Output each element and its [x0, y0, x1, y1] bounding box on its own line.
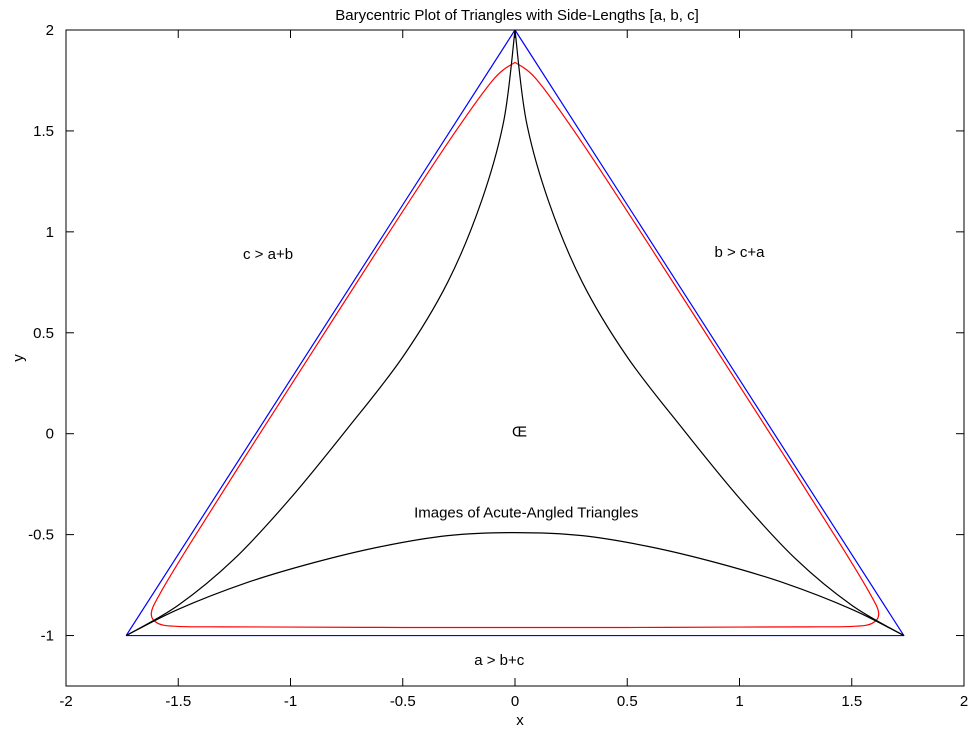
x-tick-label: 2 [960, 693, 968, 710]
annotation-label: Œ [512, 424, 527, 441]
red-boundary-series [150, 61, 880, 629]
right-cusp-curve-series [514, 29, 905, 637]
annotation-label: c > a+b [243, 246, 293, 263]
plot-content: -2 -1.5 -1 -0.5 0 0.5 1 1.5 2 -1 -0.5 0 0.5 1 1.5 2 c > … [28, 22, 968, 710]
y-tick-label: 2 [46, 22, 54, 39]
chart-title: Barycentric Plot of Triangles with Side-… [335, 7, 699, 24]
x-tick-label: -1.5 [165, 693, 191, 710]
x-axis-label: x [516, 712, 524, 729]
x-tick-label: -0.5 [390, 693, 416, 710]
x-tick-label: -2 [59, 693, 72, 710]
x-tick-label: 1 [735, 693, 743, 710]
y-axis-label: y [10, 354, 27, 362]
x-tick-label: 0 [511, 693, 519, 710]
left-cusp-curve-series [125, 29, 516, 637]
y-tick-label: -1 [41, 628, 54, 645]
x-tick-label: 1.5 [841, 693, 862, 710]
y-tick-label: 1.5 [33, 123, 54, 140]
y-tick-label: 1 [46, 224, 54, 241]
annotation-label: Images of Acute-Angled Triangles [414, 504, 638, 521]
triangle-outline-series [125, 29, 905, 637]
annotation-label: b > c+a [714, 244, 765, 261]
y-tick-label: -0.5 [28, 527, 54, 544]
annotation-label: a > b+c [474, 652, 525, 669]
x-tick-label: -1 [284, 693, 297, 710]
x-tick-label: 0.5 [617, 693, 638, 710]
bottom-arc-series [125, 531, 905, 637]
y-tick-label: 0.5 [33, 325, 54, 342]
y-tick-label: 0 [46, 426, 54, 443]
